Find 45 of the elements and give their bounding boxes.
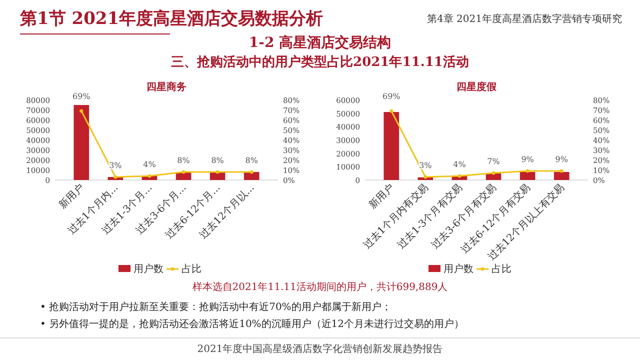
x-tick-label: 新用户	[366, 182, 397, 212]
point	[216, 170, 220, 174]
text: 1-2 高星酒店交易结构	[248, 34, 392, 51]
data-label: 7%	[487, 157, 500, 166]
data-label: 8%	[245, 156, 258, 165]
point	[390, 109, 394, 113]
x-tick-label: 新用户	[56, 182, 87, 212]
data-label: 4%	[143, 160, 156, 169]
text: • 另外值得一提的是，抢购活动还会激活将近10%的沉睡用户（近12个月未进行过交易的用户）	[40, 318, 464, 330]
point	[250, 170, 254, 174]
point	[560, 169, 564, 173]
data-label: 9%	[555, 155, 568, 164]
bar	[244, 172, 260, 180]
data-label: 8%	[177, 156, 190, 165]
bar	[520, 172, 536, 180]
data-label: 9%	[521, 155, 534, 164]
text: 三、抢购活动中的用户类型占比2021年11.11活动	[171, 54, 469, 70]
legend-label: 占比	[492, 263, 512, 275]
point	[114, 175, 118, 179]
chart-title: 四星度假	[456, 81, 498, 93]
point	[80, 109, 84, 113]
bar	[384, 112, 400, 180]
point	[492, 171, 496, 175]
text: 样本选自2021年11.11活动期间的用户，共计699,889人	[192, 281, 448, 293]
data-label: 69%	[72, 92, 91, 101]
legend-label: 用户数	[134, 263, 164, 275]
bar	[74, 105, 90, 180]
point	[526, 169, 530, 173]
text: 第4章 2021年度高星酒店数字营销专项研究	[427, 13, 622, 25]
data-label: 69%	[382, 92, 401, 101]
text: • 抢购活动对于用户拉新至关重要：抢购活动中有近70%的用户都属于新用户；	[40, 301, 392, 313]
text: 第1节 2021年度高星酒店交易数据分析	[19, 9, 324, 29]
point	[458, 174, 462, 178]
data-label: 4%	[453, 160, 466, 169]
text: 2021年度中国高星级酒店数字化营销创新发展趋势报告	[197, 343, 443, 355]
point	[148, 174, 152, 178]
data-label: 3%	[109, 161, 122, 170]
data-label: 3%	[419, 161, 432, 170]
bar	[554, 172, 570, 180]
point	[182, 170, 186, 174]
point	[424, 175, 428, 179]
chart-title: 四星商务	[146, 81, 186, 93]
data-label: 8%	[211, 156, 224, 165]
legend-label: 用户数	[444, 263, 474, 275]
legend-label: 占比	[182, 263, 202, 275]
